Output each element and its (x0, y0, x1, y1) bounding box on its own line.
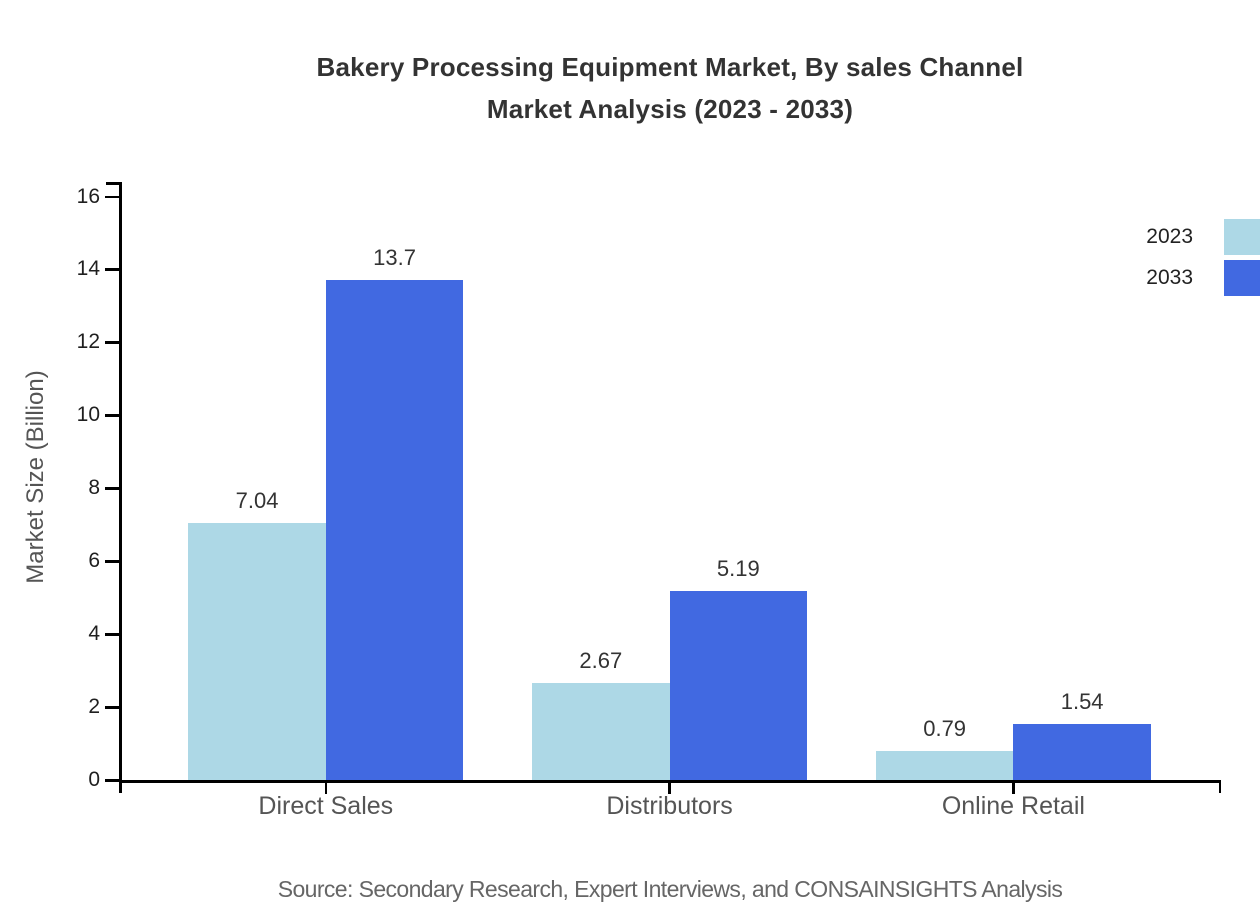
category-label: Direct Sales (258, 792, 394, 820)
x-tick-mark (1012, 780, 1015, 794)
bar-2023-online-retail (875, 751, 1014, 780)
y-tick-label: 10 (76, 403, 100, 427)
legend: 2023 2033 (1120, 219, 1260, 301)
category-label: Online Retail (941, 792, 1085, 820)
legend-item-2033: 2033 (1120, 260, 1260, 296)
x-tick-mark (668, 780, 671, 794)
legend-label-2023: 2023 (1146, 225, 1193, 248)
bar-2023-distributors (532, 682, 670, 780)
y-tick-mark (105, 195, 120, 198)
bar-value-label: 2.67 (579, 647, 623, 673)
source-attribution: Source: Secondary Research, Expert Inter… (277, 876, 1063, 902)
y-tick-label: 6 (88, 549, 100, 573)
category-label: Distributors (606, 792, 733, 820)
y-tick-label: 8 (88, 476, 100, 500)
y-tick-mark (105, 268, 120, 271)
y-tick-mark (105, 779, 120, 782)
y-tick-mark (105, 633, 120, 636)
x-tick-mark (324, 780, 328, 794)
legend-swatch-2033 (1224, 260, 1260, 296)
chart-title-line-1: Bakery Processing Equipment Market, By s… (316, 52, 1024, 82)
y-tick-label: 4 (88, 622, 100, 646)
y-tick-mark (105, 414, 120, 417)
bar-value-label: 7.04 (235, 488, 279, 514)
bar-value-label: 0.79 (923, 716, 967, 742)
legend-label-2033: 2033 (1146, 266, 1193, 289)
y-axis-line (119, 182, 122, 793)
bar-value-label: 13.7 (373, 245, 416, 271)
bar-2033-direct-sales (325, 280, 464, 780)
bar-value-label: 1.54 (1060, 688, 1104, 714)
legend-item-2023: 2023 (1120, 219, 1260, 255)
bar-2033-distributors (669, 590, 808, 780)
y-tick-label: 2 (88, 695, 100, 719)
bar-2033-online-retail (1013, 723, 1151, 780)
y-tick-mark (105, 706, 120, 709)
bar-value-label: 5.19 (716, 555, 760, 581)
y-tick-label: 12 (76, 330, 100, 354)
y-tick-mark (105, 560, 120, 563)
y-axis-top-cap (106, 182, 121, 185)
bar-2023-direct-sales (188, 523, 326, 780)
y-tick-mark (105, 341, 120, 344)
y-tick-mark (105, 487, 120, 490)
y-tick-label: 0 (88, 768, 100, 791)
y-tick-label: 16 (76, 184, 100, 208)
legend-swatch-2023 (1224, 219, 1260, 255)
y-tick-label: 14 (76, 257, 100, 281)
chart-title-line-2: Market Analysis (2023 - 2033) (486, 94, 854, 124)
x-axis-right-cap (1218, 780, 1221, 793)
